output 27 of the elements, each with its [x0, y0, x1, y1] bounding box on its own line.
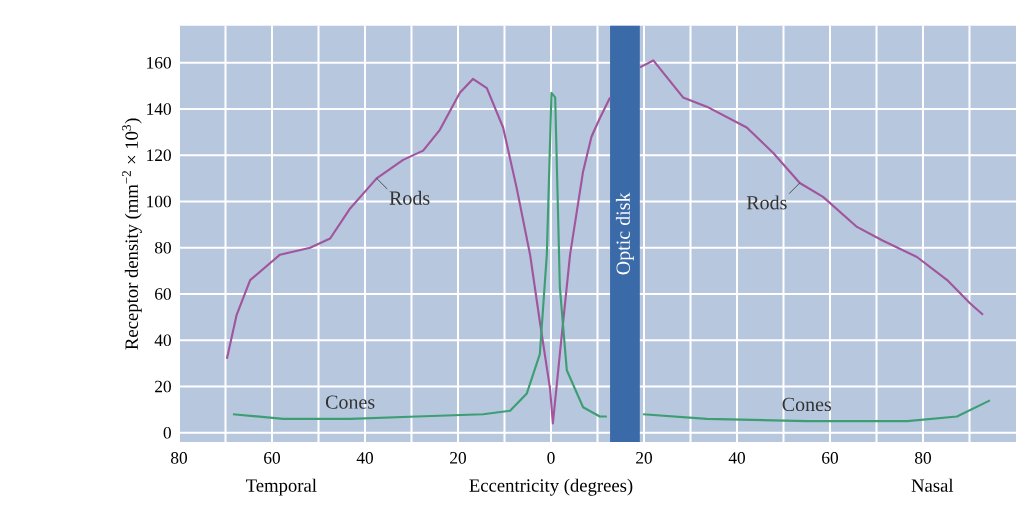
x-tick-label: 20	[636, 452, 653, 464]
text: Nasal	[911, 478, 954, 492]
x-tick-label: 60	[822, 452, 839, 464]
x-axis-title: Eccentricity (degrees)	[469, 478, 633, 496]
y-tick-label: 20	[155, 380, 171, 393]
x-tick-label: 60	[264, 452, 281, 464]
x-tick-label: 40	[356, 452, 374, 464]
x-tick-label: 20	[450, 452, 467, 464]
annotation: Cones	[782, 397, 832, 412]
annotation: Cones	[325, 395, 375, 409]
y-tick-label: 40	[154, 334, 171, 347]
x-tick-label: 80	[171, 452, 188, 464]
text: Temporal	[246, 478, 317, 496]
annotation: Rods	[746, 195, 787, 210]
x-tick-label: 80	[915, 452, 932, 464]
y-axis-title: Receptor density (mm$^{−2}$ × 10$^{3}$)	[122, 118, 142, 350]
y-tick-label: 140	[147, 103, 171, 115]
annotation: Rods	[389, 190, 430, 205]
y-tick-label: 160	[147, 56, 171, 69]
y-tick-label: 80	[154, 241, 171, 254]
x-tick-label: 40	[728, 452, 746, 464]
y-tick-label: 120	[147, 149, 171, 162]
y-tick-label: 100	[147, 195, 171, 208]
y-tick-label: 60	[155, 288, 171, 300]
band-label: Optic disk	[615, 192, 635, 275]
x-tick-label: 0	[547, 452, 555, 464]
y-tick-label: 0	[163, 426, 171, 439]
